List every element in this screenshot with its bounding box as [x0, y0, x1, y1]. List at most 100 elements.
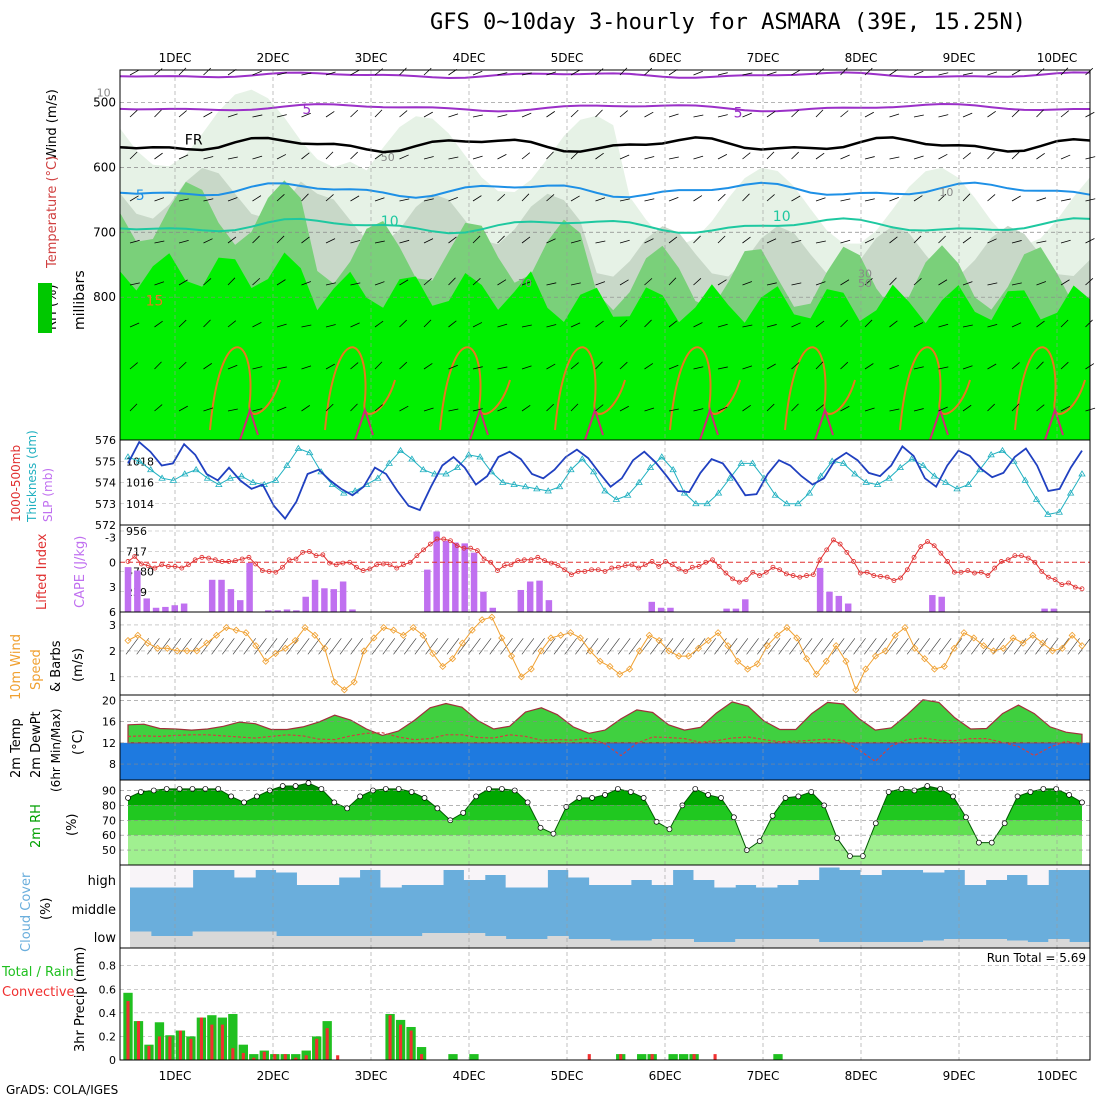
wind-barb	[595, 197, 606, 202]
wind-barb	[374, 197, 385, 202]
lifted-point	[219, 559, 225, 564]
cape-bar	[321, 588, 328, 612]
cloud-high-gap	[714, 865, 736, 888]
wind-barb	[717, 366, 728, 370]
wind-barb	[227, 320, 237, 328]
warm-isotherm-contour	[1014, 346, 1086, 431]
wind10-point	[144, 639, 152, 647]
wind-barb	[252, 114, 263, 118]
wind10-point	[448, 655, 457, 663]
lifted-point	[414, 553, 420, 559]
wind-barb	[938, 193, 947, 202]
cloud-low-bar	[818, 942, 841, 948]
cape-bar	[349, 609, 356, 612]
cloud-high-gap	[693, 865, 715, 880]
thickness-point	[294, 444, 303, 451]
cape-bar	[648, 601, 656, 612]
cloud-low-bar	[1006, 940, 1028, 948]
wind-barb	[987, 403, 995, 412]
lifted-point	[757, 573, 762, 578]
cloud-high-gap	[234, 865, 256, 878]
wind-barb	[717, 193, 726, 202]
cloud-high-gap	[463, 865, 486, 880]
cape-bar	[816, 567, 824, 612]
wind10-point	[252, 642, 260, 650]
precip-conv-bar	[336, 1055, 340, 1060]
wind-barb	[448, 408, 459, 412]
wind-barb	[252, 70, 262, 76]
wind10-point	[596, 657, 604, 665]
wind-barb	[129, 239, 140, 244]
cloud-high-gap	[1006, 865, 1028, 875]
precip-conv-bar	[262, 1051, 266, 1060]
contour-label: 5	[136, 188, 145, 204]
wind10-point	[1068, 631, 1076, 639]
x-bottom-tick-label: 5DEC	[551, 1069, 584, 1083]
cape-bar	[283, 609, 291, 612]
cloud-high-gap	[484, 865, 507, 875]
wind-barb	[668, 277, 677, 286]
x-top-tick-label: 10DEC	[1037, 51, 1077, 65]
wind-barb	[938, 72, 949, 76]
cs-temp-label: Temperature (°C)	[45, 156, 60, 269]
wind10-point	[606, 662, 614, 671]
rh2m-point	[228, 793, 234, 800]
lifted-point	[891, 578, 897, 583]
wind-barb	[497, 279, 507, 286]
cloud-high-gap	[213, 865, 235, 870]
wind-barb	[350, 362, 359, 370]
wind-barb	[840, 154, 850, 160]
cloud-high-gap	[630, 865, 653, 880]
wind-barb-10m	[1024, 638, 1038, 655]
wind10-point	[930, 665, 939, 673]
lifted-point	[1032, 559, 1038, 565]
lifted-point	[824, 547, 830, 553]
thickness-point	[158, 474, 166, 481]
cloud-low-bar	[401, 936, 423, 948]
lifted-point	[790, 573, 796, 578]
wind-barb	[717, 279, 727, 286]
wind-barb	[301, 405, 310, 412]
lifted-point	[636, 565, 641, 571]
wind-barb	[1036, 109, 1044, 118]
cape-bar	[929, 595, 936, 612]
wind-barb-10m	[703, 638, 717, 655]
wind10-point	[370, 634, 378, 642]
cloud-low-bar	[860, 942, 882, 948]
wind-barb-10m	[286, 638, 299, 655]
wind10-point	[478, 616, 486, 624]
cloud-low-bar	[338, 936, 361, 948]
temp-tick-label: 16	[102, 716, 116, 729]
wind-barb	[938, 366, 949, 370]
lifted-point	[998, 559, 1004, 564]
lifted-point	[233, 558, 238, 564]
wind-barb	[546, 151, 554, 160]
x-top-tick-label: 6DEC	[649, 51, 682, 65]
thickness-point	[226, 474, 234, 481]
wind10-point	[340, 686, 348, 694]
lifted-point	[354, 564, 359, 570]
thickness-point	[1078, 470, 1086, 477]
lifted-tick-label: 6	[109, 606, 116, 619]
wind10-point	[803, 655, 811, 663]
lifted-point	[192, 557, 198, 563]
wind10-point	[311, 631, 319, 639]
rh2m-point	[460, 809, 467, 816]
wind-barb	[987, 194, 996, 202]
wind-barb	[889, 196, 899, 202]
wind-barb-10m	[510, 638, 524, 655]
wind-barb	[742, 324, 753, 328]
wind10-point	[419, 631, 427, 639]
wind-barb-10m	[724, 638, 738, 655]
precip-conv-bar	[189, 1038, 193, 1060]
lifted-point	[521, 557, 527, 563]
lifted-point	[367, 566, 373, 572]
rh2m-point	[254, 793, 260, 800]
thickness-point	[1032, 495, 1041, 502]
wind10-point	[862, 665, 870, 673]
cloud-high-gap	[776, 865, 799, 885]
lifted-point	[286, 557, 292, 563]
rh-band-bright	[120, 252, 1090, 440]
wind10-point	[409, 623, 417, 632]
wind-barb	[913, 366, 924, 370]
